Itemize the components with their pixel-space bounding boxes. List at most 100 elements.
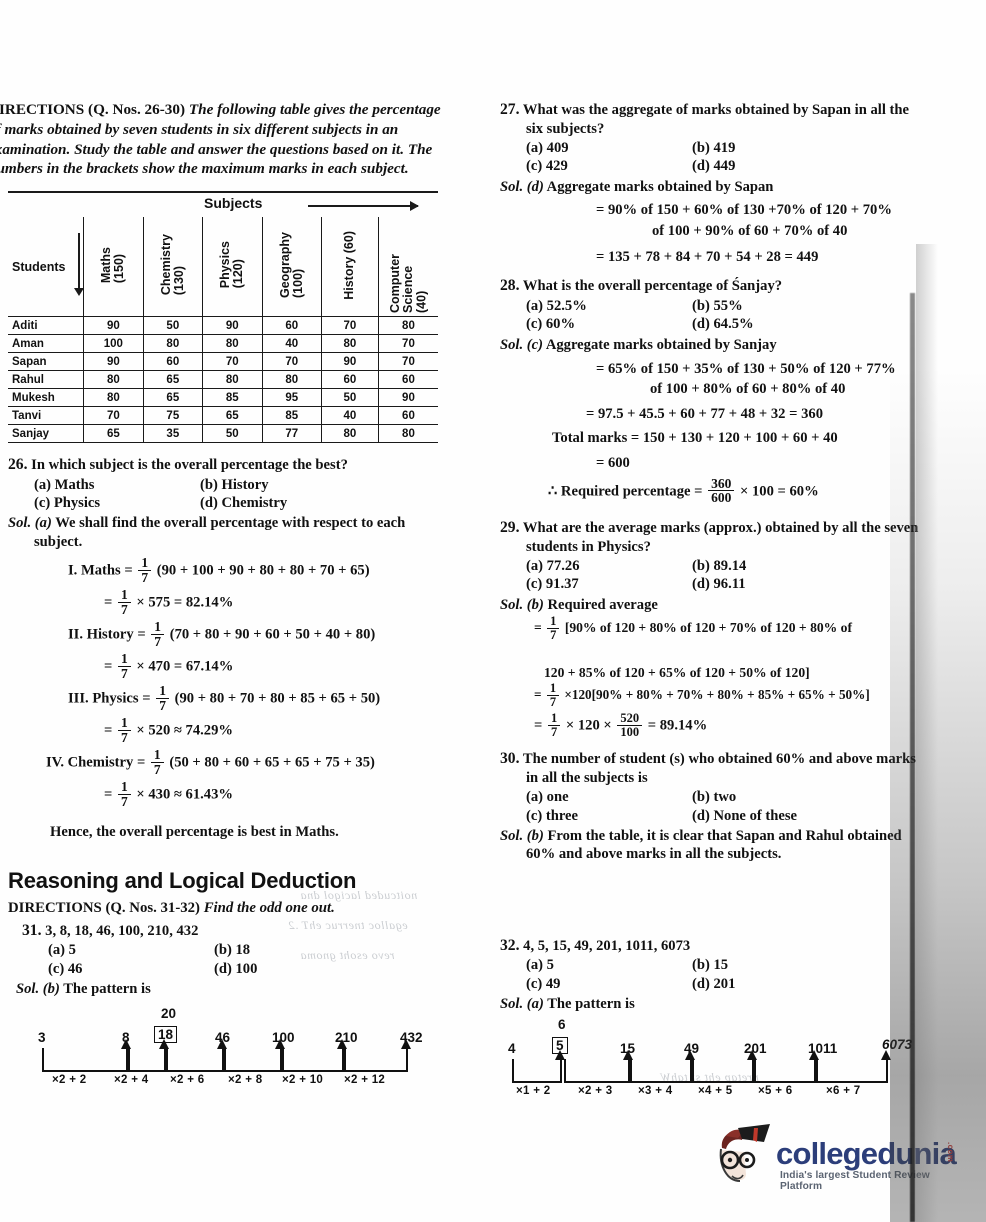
q29-l4c: = 89.14% <box>647 717 708 734</box>
q26-l4: = <box>104 658 113 675</box>
pattern31-op-4: ×2 + 10 <box>282 1074 324 1087</box>
right-column: 27. What was the aggregate of marks obta… <box>500 100 920 1105</box>
fraction-numerator: 520 <box>617 712 643 726</box>
fraction-numerator: 1 <box>150 748 164 763</box>
q28-option-d: (d) 64.5% <box>692 316 754 333</box>
q27-number: 27. <box>500 101 520 118</box>
q30-option-b: (b) two <box>692 789 737 806</box>
pattern32-bracket-2 <box>630 1050 695 1084</box>
table-row: Aman 100 80 80 40 80 70 <box>8 334 438 353</box>
table-row: Sanjay 65 35 50 77 80 80 <box>8 424 438 443</box>
cell-mark: 80 <box>83 388 144 407</box>
q26-option-a: (a) Maths <box>34 476 95 493</box>
q28-line-4: Total marks = 150 + 130 + 120 + 100 + 60… <box>552 430 838 447</box>
q30-sol-answer: (b) <box>526 827 544 844</box>
pattern31-op-1: ×2 + 4 <box>114 1074 149 1087</box>
pattern31-op-3: ×2 + 8 <box>228 1074 263 1087</box>
q29-sol-label: Sol. <box>500 596 524 613</box>
fraction-denominator: 7 <box>549 694 557 709</box>
pattern32-correction: 6 <box>558 1017 566 1033</box>
q27-text: What was the aggregate of marks obtained… <box>522 102 909 137</box>
q32-options: (a) 5 (b) 15 (c) 49 (d) 201 <box>500 956 920 993</box>
q26-option-c: (c) Physics <box>34 495 101 512</box>
q29-options: (a) 77.26 (b) 89.14 (c) 91.37 (d) 96.11 <box>500 557 920 594</box>
q29-l4: = <box>534 717 543 734</box>
cell-mark: 90 <box>202 316 262 335</box>
q29-number: 29. <box>500 518 520 536</box>
q26-sol-answer: (a) <box>34 515 52 532</box>
fraction-numerator: 1 <box>117 588 131 603</box>
pattern32-op-0: ×1 + 2 <box>516 1085 551 1098</box>
q26-text: In which subject is the overall percenta… <box>31 457 348 473</box>
fraction-denominator: 100 <box>620 724 640 739</box>
fraction-denominator: 7 <box>153 761 161 777</box>
fraction-denominator: 7 <box>120 729 128 745</box>
q28-line-5: = 600 <box>596 454 630 471</box>
question-28: 28. What is the overall percentage of Śa… <box>500 276 920 506</box>
row-student-name: Aditi <box>8 316 84 335</box>
col-header-computer-science: Computer Science (40) <box>377 217 438 317</box>
q29-l4b: × 120 × <box>565 717 612 734</box>
q32-sol-intro: The pattern is <box>547 996 635 1013</box>
pattern32-op-1: ×2 + 3 <box>578 1085 613 1098</box>
q26-l8b: × 430 ≈ 61.43% <box>136 786 233 803</box>
q26-l1: I. Maths = <box>68 562 133 579</box>
q29-sol-answer: (b) <box>526 596 544 613</box>
q28-solution: Sol. (c) Aggregate marks obtained by San… <box>500 336 920 354</box>
row-student-name: Rahul <box>8 370 84 389</box>
col-name-computer-science: Computer Science <box>387 253 415 313</box>
q26-l7: IV. Chemistry = <box>46 754 146 771</box>
cell-mark: 65 <box>202 406 262 425</box>
pattern31-bracket-4 <box>282 1039 347 1073</box>
q27-sol-answer: (d) <box>526 178 544 195</box>
q28-line-6: ∴ Required percentage = 360 600 × 100 = 6… <box>500 477 920 506</box>
row-student-name: Sanjay <box>8 424 84 443</box>
q31-sol-intro: The pattern is <box>63 980 151 997</box>
cell-mark: 90 <box>320 352 379 371</box>
q26-solution: Sol. (a) We shall find the overall perce… <box>8 514 455 551</box>
table-row: Sapan 90 60 70 70 90 70 <box>8 352 438 371</box>
question-26: 26. In which subject is the overall perc… <box>8 455 455 842</box>
cell-mark: 50 <box>142 316 203 335</box>
pattern31-op-5: ×2 + 12 <box>344 1074 386 1087</box>
cell-mark: 80 <box>377 424 438 443</box>
q26-option-d: (d) Chemistry <box>200 495 288 512</box>
cell-mark: 80 <box>377 316 438 335</box>
marks-table: Students Maths (150) Chemistry (130) <box>8 217 438 443</box>
cell-mark: 77 <box>261 424 322 443</box>
fraction-denominator: 7 <box>550 724 558 739</box>
row-student-name: Tanvi <box>8 406 84 425</box>
cell-mark: 80 <box>320 424 379 443</box>
q26-l1b: (90 + 100 + 90 + 80 + 80 + 70 + 65) <box>156 562 370 579</box>
q28-line-3: = 97.5 + 45.5 + 60 + 77 + 48 + 32 = 360 <box>586 405 823 422</box>
pattern32-term-6: 6073 <box>882 1037 913 1053</box>
students-header: Students <box>8 217 85 317</box>
q26-l2b: × 575 = 82.14% <box>136 594 234 611</box>
q26-sol-intro: We shall find the overall percentage wit… <box>34 515 406 550</box>
pattern31-bracket-3 <box>224 1039 285 1073</box>
cell-mark: 90 <box>83 316 144 335</box>
q29-option-a: (a) 77.26 <box>526 557 580 574</box>
q29-option-c: (c) 91.37 <box>526 576 579 593</box>
col-name-chemistry: Chemistry <box>158 234 173 296</box>
q27-line-3: = 135 + 78 + 84 + 70 + 54 + 28 = 449 <box>596 248 819 265</box>
q31-option-b: (b) 18 <box>214 942 251 959</box>
q26-conclusion: Hence, the overall percentage is best in… <box>50 824 339 841</box>
q27-option-d: (d) 449 <box>692 158 736 175</box>
col-max-geography: (100) <box>290 268 305 298</box>
q26-l2: = <box>104 594 113 611</box>
fraction-denominator: 7 <box>120 793 128 809</box>
pattern32-op-5: ×6 + 7 <box>826 1085 861 1098</box>
q27-option-a: (a) 409 <box>526 140 569 157</box>
q28-line-2: of 100 + 80% of 60 + 80% of 40 <box>650 381 846 398</box>
fraction-denominator: 600 <box>711 490 732 506</box>
table-header-row: Students Maths (150) Chemistry (130) <box>8 217 438 317</box>
q29-l1b: [90% of 120 + 80% of 120 + 70% of 120 + … <box>564 620 852 636</box>
